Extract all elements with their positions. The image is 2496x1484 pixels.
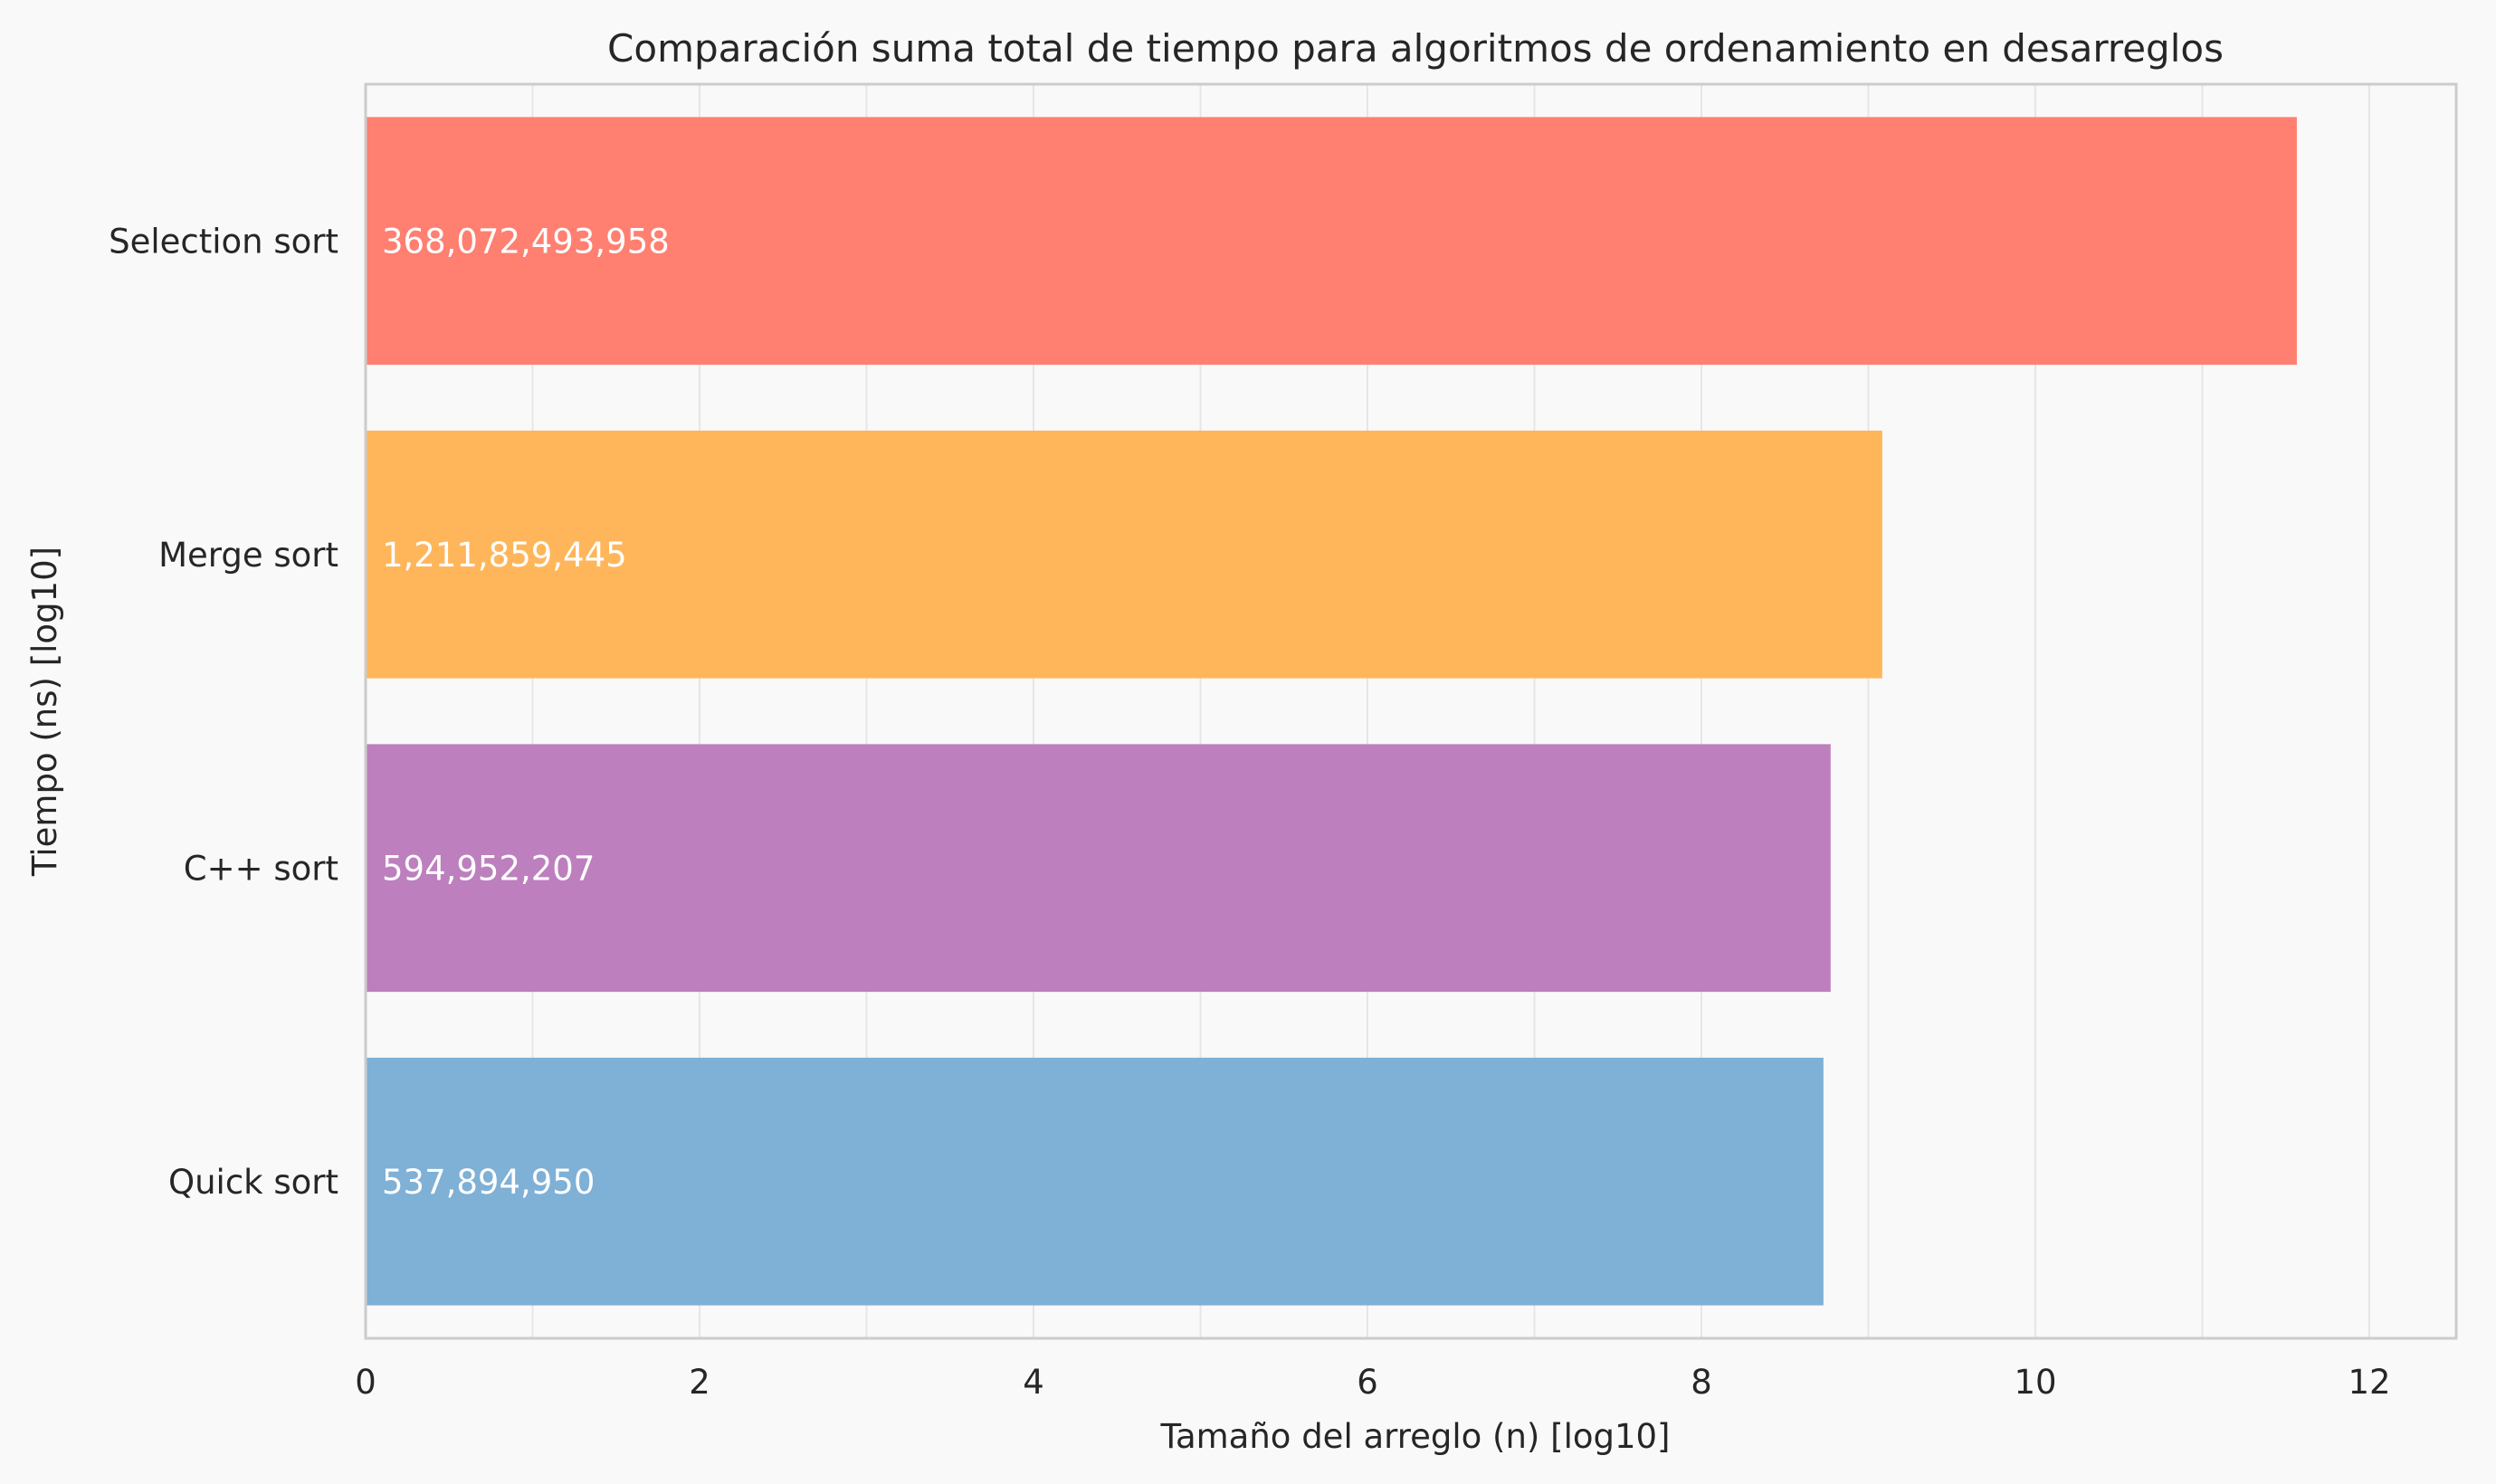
chart-title: Comparación suma total de tiempo para al… (607, 26, 2224, 71)
bar (366, 430, 1882, 679)
y-tick-label: Quick sort (168, 1163, 338, 1202)
bar (366, 117, 2297, 366)
y-tick-label: Selection sort (109, 222, 338, 261)
x-tick-label: 12 (2348, 1363, 2390, 1402)
bar-value-label: 594,952,207 (382, 849, 595, 888)
y-axis-label: Tiempo (ns) [log10] (25, 547, 64, 877)
bar (366, 744, 1831, 993)
y-tick-labels: Selection sort Merge sort C++ sort Quick so… (109, 222, 338, 1202)
y-tick-label: C++ sort (184, 849, 338, 888)
x-tick-label: 2 (689, 1363, 710, 1402)
bar-value-labels: 368,072,493,958 1,211,859,445 594,952,207 5… (382, 222, 670, 1202)
bars (366, 117, 2297, 1306)
plot-frame (364, 82, 2458, 1340)
y-tick-label: Merge sort (158, 536, 338, 575)
x-tick-label: 8 (1691, 1363, 1712, 1402)
bar-value-label: 368,072,493,958 (382, 222, 670, 261)
x-tick-label: 4 (1023, 1363, 1044, 1402)
bar-value-label: 1,211,859,445 (382, 536, 627, 575)
x-tick-labels: 0 2 4 6 8 10 12 (355, 1363, 2390, 1402)
x-tick-label: 6 (1357, 1363, 1378, 1402)
x-axis-label: Tamaño del arreglo (n) [log10] (1159, 1417, 1670, 1456)
x-tick-label: 10 (2014, 1363, 2056, 1402)
bar-value-label: 537,894,950 (382, 1163, 595, 1202)
bar (366, 1057, 1824, 1306)
x-tick-label: 0 (355, 1363, 376, 1402)
